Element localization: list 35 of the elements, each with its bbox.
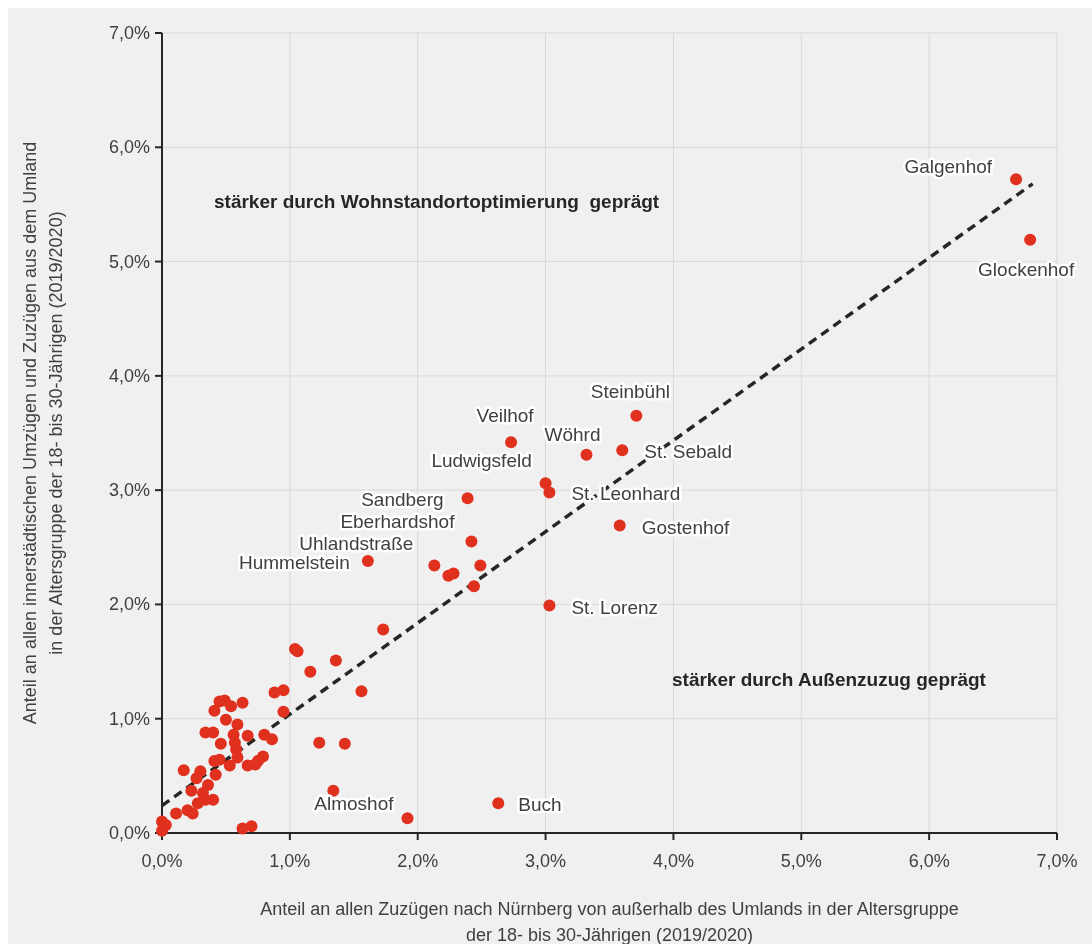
annotation: Gostenhof [641, 516, 731, 538]
x-tick-label: 3,0% [525, 851, 567, 871]
annotation: Eberhardshof [340, 510, 456, 532]
annotation: Uhlandstraße [299, 532, 414, 554]
annotation: Wöhrd [544, 423, 601, 445]
annotation: Ludwigsfeld [431, 450, 532, 472]
y-tick-label: 2,0% [108, 594, 150, 615]
x-axis-title: Anteil an allen Zuzügen nach Nürnberg von außerhalb des Umlands in der Altersgruppe der 18- bis 30-Jährigen (2019/2020) [260, 899, 959, 944]
y-axis-title: Anteil an allen innerstädtischen Umzügen und Zuzügen aus dem Umland in der Altersgruppe der 18- bis 30-Jährigen (2019/2020) [20, 141, 66, 725]
annotation: Buch [518, 794, 562, 816]
annotation: Galgenhof [904, 156, 993, 178]
x-tick-label: 0,0% [141, 851, 183, 871]
annotation: stärker durch Außenzuzug geprägt [672, 669, 987, 690]
x-tick-label: 7,0% [1036, 851, 1078, 871]
y-tick-label: 6,0% [108, 137, 150, 158]
annotation: Veilhof [476, 405, 535, 427]
x-tick-label: 1,0% [269, 851, 311, 871]
annotation: Sandberg [361, 489, 444, 511]
annotation: St. Lorenz [571, 596, 659, 618]
annotation: Steinbühl [590, 380, 670, 402]
y-tick-label: 4,0% [108, 365, 150, 386]
y-tick-label: 7,0% [108, 23, 150, 43]
y-tick-label: 1,0% [108, 708, 150, 729]
y-tick-label: 5,0% [108, 251, 150, 272]
x-tick-label: 2,0% [397, 851, 439, 871]
x-tick-label: 6,0% [908, 851, 950, 871]
y-tick-label: 0,0% [108, 823, 150, 843]
annotation: stärker durch Wohnstandortoptimierung geprägt [214, 191, 660, 212]
annotation: St. Leonhard [571, 483, 681, 505]
annotation: Almoshof [314, 793, 395, 815]
y-tick-label: 3,0% [108, 480, 150, 501]
x-tick-label: 4,0% [652, 851, 694, 871]
x-tick-label: 5,0% [780, 851, 822, 871]
annotation: Glockenhof [978, 258, 1075, 280]
annotation: Hummelstein [238, 552, 350, 573]
